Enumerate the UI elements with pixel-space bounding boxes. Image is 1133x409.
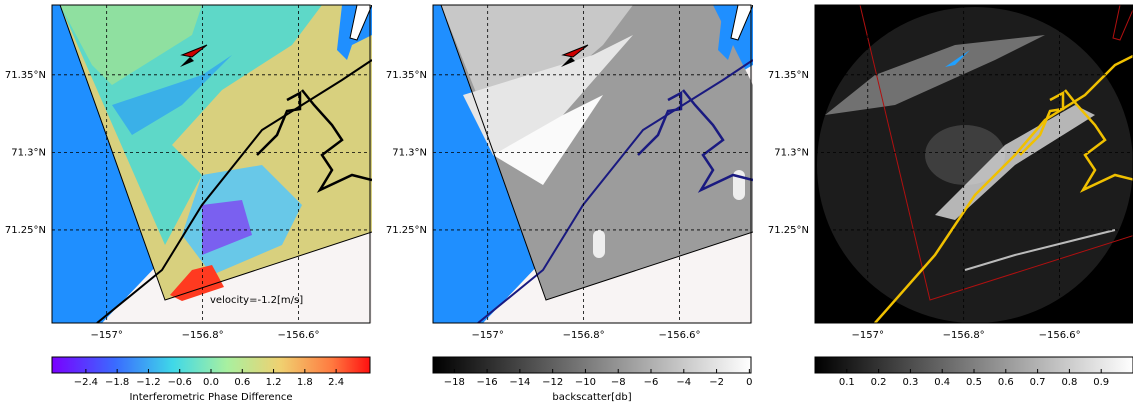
map-backscatter	[433, 5, 753, 323]
colorbar-tick-label: 2.4	[328, 377, 344, 388]
colorbar-label: Interferometric Phase Difference	[129, 392, 292, 403]
map-phase	[52, 5, 372, 323]
colorbar-tick-label: 0.6	[998, 377, 1014, 388]
y-tick-label: 71.25°N	[768, 225, 809, 236]
colorbar-tick-label: 0.2	[871, 377, 887, 388]
x-tick-label: −156.6°	[659, 330, 701, 341]
colorbar-tick-label: −18	[444, 377, 465, 388]
y-tick-label: 71.25°N	[386, 225, 427, 236]
colorbar-tick-label: 0.3	[902, 377, 918, 388]
x-tick-label: −157°	[852, 330, 884, 341]
colorbar-tick-label: −1.8	[105, 377, 129, 388]
colorbar-tick-label: −16	[477, 377, 498, 388]
colorbar-tick-label: −12	[542, 377, 563, 388]
x-tick-label: −157°	[90, 330, 122, 341]
colorbar-tick-label: −1.2	[136, 377, 160, 388]
colorbar-tick-label: 0.4	[934, 377, 950, 388]
y-tick-label: 71.35°N	[386, 70, 427, 81]
colorbar-tick-label: −2.4	[74, 377, 98, 388]
y-tick-label: 71.35°N	[768, 70, 809, 81]
colorbar-tick-label: −2	[709, 377, 724, 388]
annotation: velocity=-1.2[m/s]	[210, 295, 303, 306]
x-tick-label: −157°	[471, 330, 503, 341]
colorbar-tick-label: 0.9	[1093, 377, 1109, 388]
x-tick-label: −156.6°	[278, 330, 320, 341]
colorbar-label: backscatter[db]	[552, 392, 631, 403]
colorbar-tick-label: −14	[509, 377, 530, 388]
colorbar-tick-label: 0.0	[203, 377, 219, 388]
colorbar-tick-label: 1.2	[266, 377, 282, 388]
x-tick-label: −156.8°	[563, 330, 605, 341]
colorbar-tick-label: −10	[575, 377, 596, 388]
map-radar	[815, 5, 1133, 323]
colorbar-tick-label: 0	[746, 377, 752, 388]
x-tick-label: −156.6°	[1039, 330, 1081, 341]
colorbar-tick-label: 0.1	[839, 377, 855, 388]
y-tick-label: 71.35°N	[5, 70, 46, 81]
x-tick-label: −156.8°	[182, 330, 224, 341]
colorbar-tick-label: −8	[611, 377, 626, 388]
colorbar-tick-label: 0.6	[234, 377, 250, 388]
y-tick-label: 71.3°N	[392, 147, 427, 158]
colorbar-tick-label: 1.8	[297, 377, 313, 388]
colorbar-tick-label: 0.7	[1030, 377, 1046, 388]
y-tick-label: 71.3°N	[11, 147, 46, 158]
y-tick-label: 71.25°N	[5, 225, 46, 236]
colorbar-tick-label: 0.5	[966, 377, 982, 388]
colorbar-tick-label: −0.6	[168, 377, 192, 388]
x-tick-label: −156.8°	[943, 330, 985, 341]
colorbar-tick-label: −4	[676, 377, 691, 388]
y-tick-label: 71.3°N	[774, 147, 809, 158]
colorbar	[433, 357, 751, 373]
colorbar-tick-label: 0.8	[1061, 377, 1077, 388]
colorbar-tick-label: −6	[644, 377, 659, 388]
figure: −157° −156.8° −156.6° 71.25°N 71.3°N 71.35°N v…	[0, 0, 1133, 405]
